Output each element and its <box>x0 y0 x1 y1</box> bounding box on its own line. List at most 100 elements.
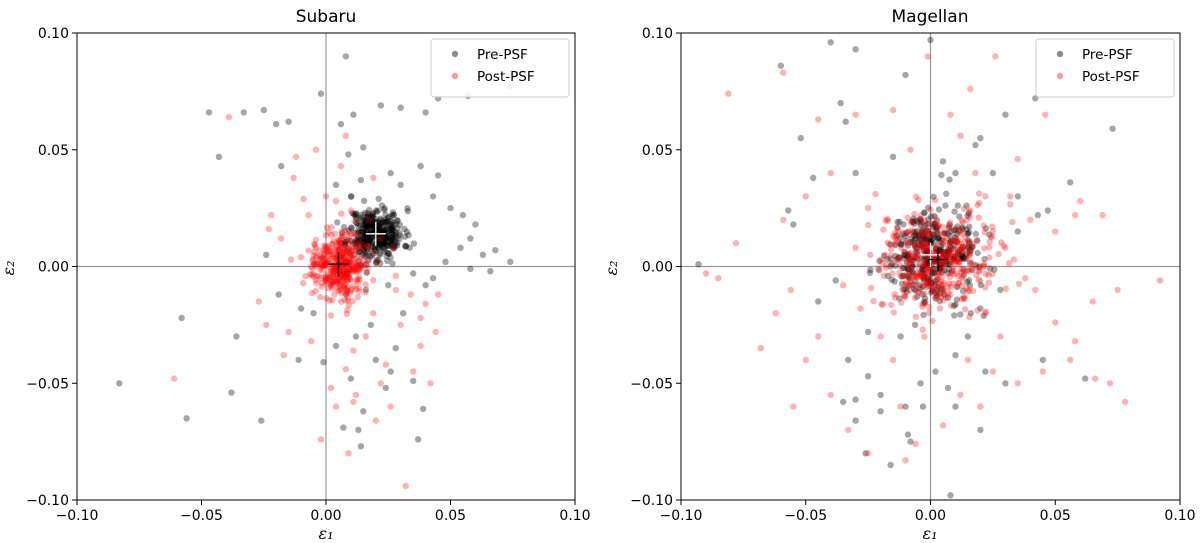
scatter-point <box>297 305 305 312</box>
scatter-point <box>1042 111 1049 118</box>
scatter-point <box>328 224 335 231</box>
scatter-point <box>935 222 942 229</box>
scatter-point <box>383 234 390 241</box>
scatter-point <box>912 287 919 294</box>
scatter-point <box>340 277 348 285</box>
scatter-point <box>393 216 401 224</box>
scatter-point <box>362 222 370 229</box>
scatter-point <box>973 237 981 245</box>
scatter-point <box>852 169 859 177</box>
scatter-point <box>351 229 358 237</box>
scatter-point <box>344 294 352 301</box>
scatter-point <box>334 287 342 294</box>
scatter-point <box>330 268 338 276</box>
scatter-point <box>1007 193 1014 200</box>
scatter-point <box>921 298 928 306</box>
scatter-point <box>375 234 382 242</box>
scatter-point <box>377 227 384 234</box>
scatter-point <box>920 275 927 282</box>
scatter-point <box>883 261 890 269</box>
scatter-point <box>917 216 924 223</box>
scatter-point <box>340 282 347 290</box>
scatter-point <box>329 279 336 286</box>
scatter-point <box>920 235 927 242</box>
scatter-point <box>260 106 267 114</box>
scatter-point <box>947 238 954 246</box>
scatter-point <box>944 384 952 392</box>
scatter-point <box>344 229 352 236</box>
legend-marker <box>451 72 459 80</box>
scatter-point <box>375 239 382 247</box>
scatter-point <box>343 288 351 296</box>
scatter-point <box>910 229 917 236</box>
scatter-point <box>960 255 967 262</box>
scatter-point <box>302 272 309 280</box>
scatter-point <box>953 236 960 243</box>
scatter-point <box>882 217 889 224</box>
scatter-point <box>947 246 955 253</box>
scatter-point <box>900 231 907 238</box>
scatter-point <box>715 275 722 282</box>
scatter-point <box>920 275 927 283</box>
scatter-point <box>356 276 363 283</box>
scatter-point <box>957 255 964 262</box>
scatter-point <box>335 239 342 246</box>
scatter-point <box>376 237 383 244</box>
scatter-point <box>350 255 357 262</box>
scatter-point <box>336 261 343 269</box>
scatter-point <box>974 264 981 271</box>
scatter-point <box>381 206 388 213</box>
scatter-point <box>852 111 859 118</box>
scatter-point <box>936 297 943 305</box>
scatter-point <box>962 255 969 262</box>
scatter-point <box>887 241 894 248</box>
scatter-point <box>390 227 397 234</box>
scatter-point <box>725 90 732 97</box>
scatter-point <box>364 224 372 232</box>
scatter-point <box>362 244 369 251</box>
scatter-point <box>950 280 957 287</box>
scatter-point <box>364 211 372 219</box>
scatter-point <box>343 286 350 294</box>
scatter-point <box>375 227 382 234</box>
scatter-point <box>918 272 926 279</box>
scatter-point <box>878 256 885 263</box>
scatter-point <box>1002 244 1009 251</box>
scatter-point <box>916 215 924 222</box>
scatter-point <box>351 251 358 259</box>
scatter-point <box>357 236 365 243</box>
scatter-point <box>369 221 376 228</box>
scatter-point <box>307 271 314 278</box>
scatter-point <box>356 265 364 272</box>
scatter-point <box>310 248 318 255</box>
scatter-point <box>331 268 338 275</box>
scatter-point <box>986 244 993 251</box>
scatter-point <box>340 244 348 251</box>
scatter-point <box>939 241 947 248</box>
scatter-point <box>921 281 928 289</box>
scatter-point <box>359 234 367 241</box>
subaru-x-axis-label: ε₁ <box>319 524 334 543</box>
scatter-point <box>960 243 968 250</box>
scatter-point <box>347 237 355 245</box>
scatter-point <box>327 281 335 288</box>
scatter-point <box>837 99 844 107</box>
scatter-point <box>913 254 920 262</box>
scatter-point <box>331 246 339 254</box>
scatter-point <box>895 228 902 235</box>
scatter-point <box>954 247 961 254</box>
scatter-point <box>367 220 374 228</box>
scatter-point <box>929 270 936 278</box>
scatter-point <box>919 300 926 307</box>
scatter-point <box>956 213 963 220</box>
scatter-point <box>932 246 939 253</box>
scatter-point <box>315 260 323 267</box>
scatter-point <box>363 269 370 276</box>
scatter-point <box>845 356 852 364</box>
scatter-point <box>336 267 343 275</box>
legend-box <box>1035 38 1175 98</box>
scatter-point <box>358 247 365 254</box>
scatter-point <box>911 321 919 329</box>
scatter-point <box>341 241 349 248</box>
scatter-point <box>381 227 388 234</box>
